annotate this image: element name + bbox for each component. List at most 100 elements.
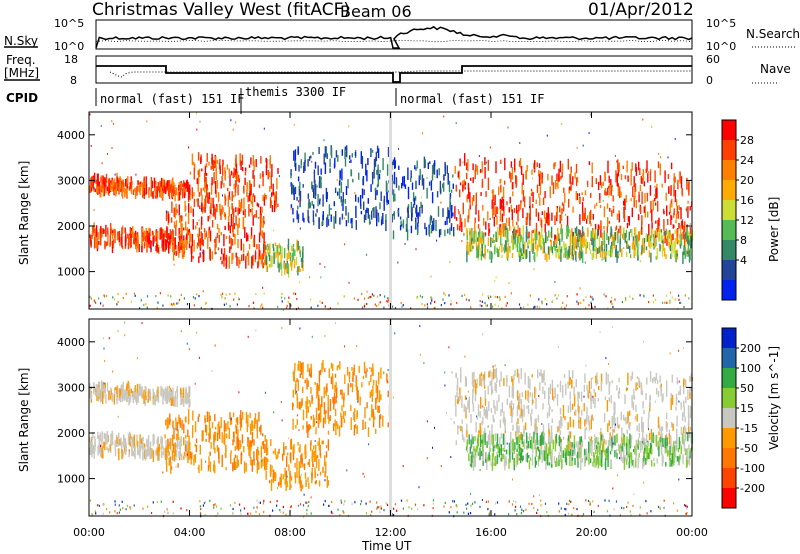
echo-cell <box>666 205 668 216</box>
echo-cell <box>183 423 185 434</box>
echo-cell <box>470 504 472 507</box>
echo-cell <box>556 187 558 190</box>
echo-cell <box>245 466 247 472</box>
echo-cell <box>180 293 182 296</box>
echo-cell <box>487 434 490 445</box>
echo-cell <box>291 261 293 266</box>
echo-cell <box>497 227 499 240</box>
echo-cell <box>500 457 502 462</box>
echo-cell <box>422 132 423 135</box>
echo-cell <box>166 449 169 456</box>
echo-cell <box>294 472 296 478</box>
echo-cell <box>111 430 113 442</box>
echo-cell <box>100 448 102 458</box>
echo-cell <box>159 192 161 198</box>
echo-cell <box>236 303 238 306</box>
echo-cell <box>684 232 687 240</box>
echo-cell <box>544 382 546 386</box>
echo-cell <box>567 225 569 237</box>
echo-cell <box>584 373 586 383</box>
echo-cell <box>178 414 180 424</box>
echo-cell <box>628 231 630 241</box>
echo-cell <box>488 223 490 228</box>
echo-cell <box>254 251 257 260</box>
echo-cell <box>548 387 550 397</box>
echo-cell <box>669 203 671 212</box>
echo-cell <box>472 458 475 471</box>
echo-cell <box>147 435 150 447</box>
echo-cell <box>480 231 483 238</box>
echo-cell <box>146 120 148 123</box>
echo-cell <box>114 189 116 194</box>
echo-cell <box>533 268 535 271</box>
echo-cell <box>457 209 460 212</box>
echo-cell <box>394 160 396 169</box>
echo-cell <box>311 472 313 484</box>
echo-cell <box>432 499 435 502</box>
echo-cell <box>588 132 590 135</box>
echo-cell <box>200 306 202 310</box>
echo-cell <box>114 182 116 190</box>
echo-cell <box>201 203 204 214</box>
echo-cell <box>116 176 118 183</box>
echo-cell <box>540 236 542 243</box>
echo-cell <box>584 190 587 196</box>
echo-cell <box>179 240 181 247</box>
echo-cell <box>686 177 688 190</box>
echo-cell <box>249 195 252 202</box>
echo-cell <box>651 459 653 467</box>
echo-cell <box>119 394 122 403</box>
echo-cell <box>350 159 352 163</box>
echo-cell <box>568 431 570 443</box>
echo-cell <box>600 373 603 385</box>
echo-cell <box>400 301 402 305</box>
echo-cell <box>399 225 402 231</box>
echo-cell <box>153 434 155 445</box>
echo-cell <box>584 261 586 264</box>
echo-cell <box>475 236 477 241</box>
echo-cell <box>613 402 616 412</box>
echo-cell <box>429 161 431 165</box>
echo-cell <box>635 227 637 236</box>
echo-cell <box>626 251 628 258</box>
echo-cell <box>589 113 591 116</box>
echo-cell <box>162 388 165 399</box>
echo-cell <box>350 383 352 388</box>
echo-cell <box>566 444 568 457</box>
echo-cell <box>569 440 571 450</box>
echo-cell <box>643 293 645 297</box>
echo-cell <box>642 169 645 180</box>
echo-cell <box>186 239 188 250</box>
echo-cell <box>369 500 371 503</box>
echo-cell <box>474 436 476 442</box>
echo-cell <box>160 227 162 239</box>
echo-cell <box>562 385 564 398</box>
echo-cell <box>423 504 425 507</box>
echo-cell <box>632 236 635 245</box>
cpid-segment-3: normal (fast) 151 IF <box>400 92 545 106</box>
echo-cell <box>660 229 663 234</box>
echo-cell <box>626 429 628 435</box>
echo-cell <box>615 170 617 183</box>
echo-cell <box>660 443 663 456</box>
echo-cell <box>313 188 315 198</box>
echo-cell <box>591 452 593 456</box>
echo-cell <box>470 238 472 247</box>
echo-cell <box>414 503 417 506</box>
echo-cell <box>225 302 227 305</box>
echo-cell <box>576 245 578 250</box>
echo-cell <box>556 248 558 253</box>
echo-cell <box>138 442 141 450</box>
echo-cell <box>539 372 541 377</box>
echo-cell <box>519 227 521 241</box>
echo-cell <box>170 390 173 399</box>
echo-cell <box>668 231 670 237</box>
echo-cell <box>371 172 374 185</box>
echo-cell <box>690 373 692 382</box>
echo-cell <box>310 373 312 378</box>
echo-cell <box>492 368 495 380</box>
echo-cell <box>641 191 643 205</box>
echo-cell <box>683 305 685 309</box>
echo-cell <box>642 176 645 182</box>
echo-cell <box>607 217 609 227</box>
